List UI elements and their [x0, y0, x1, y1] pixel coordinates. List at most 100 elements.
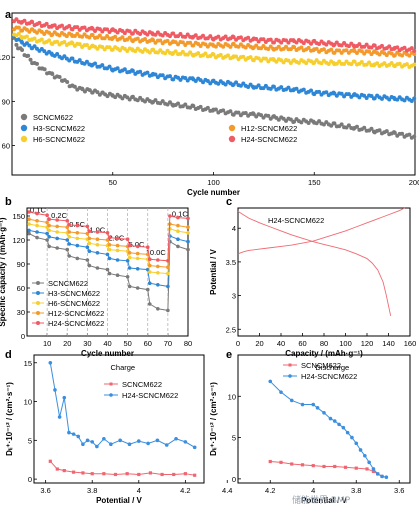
data-point	[135, 267, 140, 271]
series-line	[237, 207, 405, 255]
data-point	[52, 23, 57, 28]
series-H24-SCNCM622	[268, 379, 389, 480]
data-point	[70, 41, 75, 46]
data-point	[127, 255, 132, 260]
data-point	[183, 102, 188, 107]
data-point	[172, 472, 176, 477]
data-point	[65, 247, 70, 252]
series-line	[237, 210, 392, 316]
panel-a: a501001502006090120Cycle numberSpecific …	[0, 9, 419, 197]
data-point	[57, 74, 62, 79]
data-point	[153, 72, 158, 77]
legend-entry: SCNCM622	[283, 361, 341, 370]
data-point	[218, 52, 223, 57]
data-point	[64, 34, 69, 39]
data-point	[115, 243, 120, 248]
legend-label: H6-SCNCM622	[33, 135, 85, 144]
data-point	[314, 46, 319, 51]
x-tick-label: 3.8	[351, 486, 361, 495]
x-tick-label: 60	[144, 339, 152, 348]
data-point	[180, 49, 185, 54]
data-point	[62, 54, 67, 59]
data-point	[45, 220, 49, 225]
rate-label: 5.0C	[129, 240, 145, 249]
y-tick-label: 5	[232, 434, 236, 443]
x-axis-label: Cycle number	[187, 188, 240, 197]
data-point	[130, 31, 135, 36]
data-point	[228, 109, 233, 114]
data-point	[412, 49, 417, 54]
data-point	[180, 40, 185, 45]
data-point	[95, 251, 100, 255]
data-point	[191, 103, 196, 108]
data-point	[27, 210, 31, 214]
data-point	[231, 35, 236, 40]
data-point	[147, 302, 152, 306]
legend-entry: H3-SCNCM622	[20, 124, 85, 133]
data-point	[384, 129, 389, 134]
data-point	[301, 87, 306, 92]
data-point	[343, 465, 348, 469]
data-point	[158, 38, 163, 43]
data-point	[127, 284, 132, 289]
data-point	[254, 36, 259, 41]
data-point	[354, 124, 359, 129]
y-axis-label: Potential / V	[209, 248, 218, 294]
data-point	[294, 86, 299, 91]
data-point	[122, 67, 127, 72]
data-point	[87, 35, 92, 40]
data-point	[120, 35, 125, 40]
data-point	[358, 448, 363, 452]
data-point	[55, 218, 59, 222]
data-point	[350, 435, 354, 440]
data-point	[354, 466, 358, 470]
data-point	[107, 45, 112, 50]
data-point	[28, 57, 33, 62]
data-point	[193, 473, 197, 477]
data-point	[90, 472, 94, 476]
y-tick-label: 2.5	[226, 325, 236, 334]
data-point	[392, 130, 397, 135]
data-point	[44, 21, 49, 26]
data-point	[27, 222, 31, 226]
series-H6-SCNCM622	[27, 222, 190, 276]
rate-label: 0.2C	[51, 211, 67, 220]
data-point	[186, 231, 190, 235]
data-point	[95, 266, 100, 270]
data-point	[27, 43, 32, 48]
data-point	[213, 107, 218, 112]
data-point	[271, 84, 276, 89]
data-point	[176, 229, 180, 233]
series-H3-SCNCM622	[27, 228, 190, 289]
data-point	[47, 223, 51, 228]
data-point	[263, 56, 268, 61]
data-point	[16, 31, 21, 36]
data-point	[39, 37, 44, 42]
data-point	[109, 442, 113, 447]
data-point	[364, 42, 369, 47]
data-point	[363, 453, 367, 458]
data-point	[279, 460, 283, 464]
data-point	[178, 32, 183, 37]
series-line	[28, 218, 189, 268]
legend-marker	[228, 135, 236, 143]
data-point	[55, 236, 59, 241]
legend-marker	[20, 124, 28, 132]
data-point	[14, 17, 19, 22]
data-point	[165, 38, 170, 43]
data-point	[145, 267, 150, 272]
data-point	[156, 258, 160, 262]
data-point	[147, 270, 152, 274]
legend-entry: H12-SCNCM622	[32, 309, 104, 318]
legend-marker	[288, 363, 292, 367]
legend-entry: SCNCM622	[32, 279, 88, 288]
data-point	[279, 85, 284, 90]
data-point	[55, 52, 60, 57]
data-point	[301, 41, 306, 46]
data-point	[107, 256, 112, 261]
data-point	[81, 442, 85, 447]
series-H24-SCNCM622	[27, 210, 190, 263]
data-point	[87, 88, 92, 93]
data-point	[77, 58, 82, 63]
legend-label: SCNCM622	[122, 380, 162, 389]
